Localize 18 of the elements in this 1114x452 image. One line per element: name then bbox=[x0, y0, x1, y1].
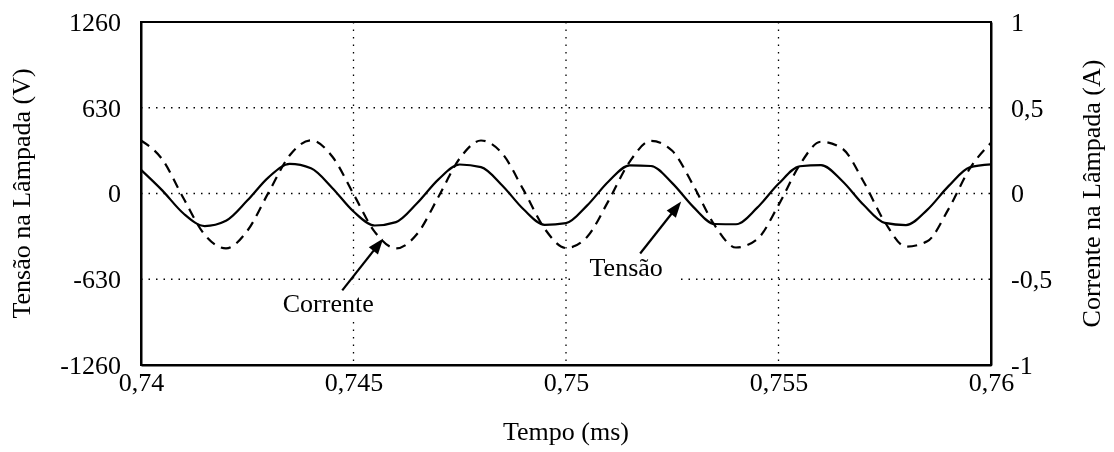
y2-tick-label: 0 bbox=[1011, 179, 1024, 209]
y-tick-label: 1260 bbox=[69, 7, 121, 37]
y-tick-label: -630 bbox=[73, 265, 121, 295]
y-tick-label: 0 bbox=[108, 179, 121, 209]
x-tick-label: 0,75 bbox=[543, 368, 590, 398]
annotation: Corrente bbox=[282, 289, 374, 319]
y-tick-label: -1260 bbox=[60, 350, 121, 380]
y-tick-label: 630 bbox=[82, 93, 121, 123]
y2-axis-title: Corrente na Lâmpada (A) bbox=[1077, 59, 1106, 328]
y2-tick-label: 0,5 bbox=[1011, 93, 1044, 123]
y2-tick-label: 1 bbox=[1011, 7, 1024, 37]
x-tick-label: 0,755 bbox=[749, 368, 809, 398]
y2-tick-label: -0,5 bbox=[1011, 265, 1053, 295]
y-axis-title: Tensão na Lâmpada (V) bbox=[7, 68, 36, 319]
x-tick-label: 0,76 bbox=[968, 368, 1015, 398]
x-tick-label: 0,745 bbox=[324, 368, 384, 398]
x-axis-title: Tempo (ms) bbox=[503, 417, 629, 446]
annotation: Tensão bbox=[589, 252, 663, 282]
